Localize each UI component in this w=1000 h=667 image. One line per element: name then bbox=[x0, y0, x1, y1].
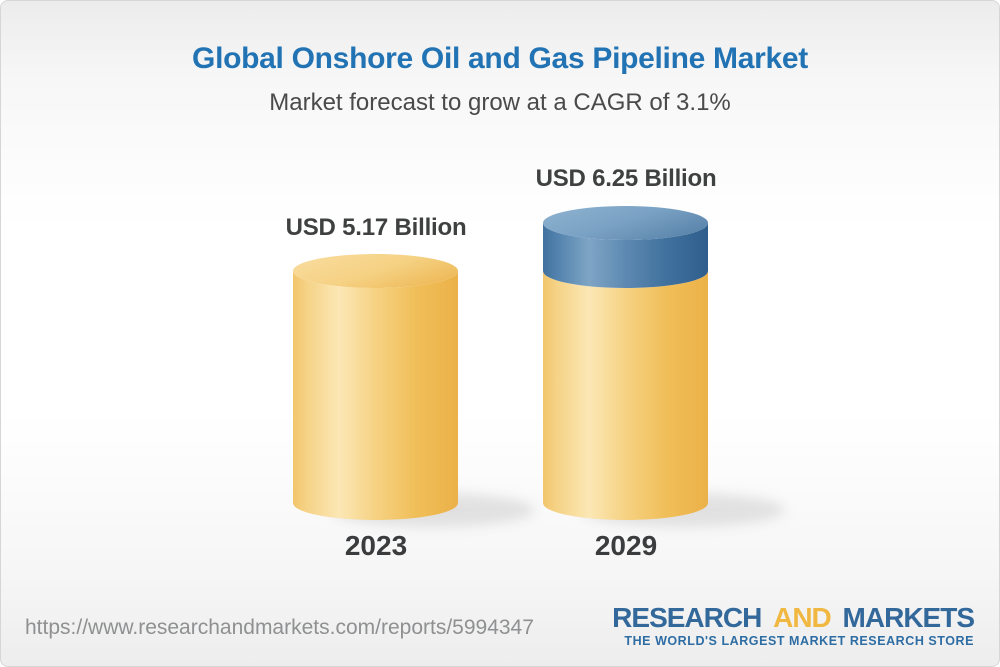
logo-word-and: AND bbox=[773, 602, 832, 633]
bar-2029-body bbox=[543, 271, 708, 520]
page-title: Global Onshore Oil and Gas Pipeline Mark… bbox=[192, 42, 808, 75]
bar-2023-top bbox=[293, 254, 458, 288]
bar-2023-body bbox=[293, 271, 458, 520]
report-url: https://www.researchandmarkets.com/repor… bbox=[25, 616, 534, 639]
logo-wordmark: RESEARCH AND MARKETS bbox=[612, 602, 975, 633]
page-subtitle: Market forecast to grow at a CAGR of 3.1… bbox=[269, 89, 731, 116]
bar-2029-top bbox=[543, 206, 708, 240]
value-label-2029: USD 6.25 Billion bbox=[535, 165, 717, 192]
value-label-2023: USD 5.17 Billion bbox=[285, 214, 467, 241]
category-label-2029: 2029 bbox=[594, 530, 658, 561]
logo-word-markets: MARKETS bbox=[842, 602, 975, 633]
category-label-2023: 2023 bbox=[344, 530, 408, 561]
logo-tagline: THE WORLD'S LARGEST MARKET RESEARCH STOR… bbox=[624, 634, 974, 649]
bar-2029-growth-band bbox=[543, 223, 708, 288]
logo-word-research: RESEARCH bbox=[612, 602, 762, 633]
research-and-markets-logo: RESEARCH AND MARKETS THE WORLD'S LARGEST… bbox=[612, 602, 975, 649]
